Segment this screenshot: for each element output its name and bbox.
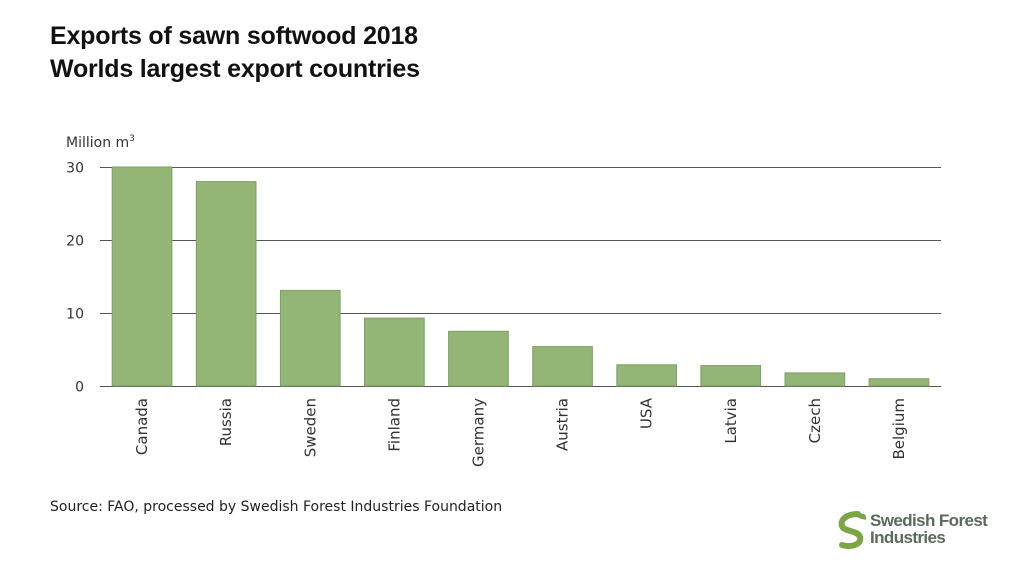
x-tick-label-finland: Finland: [385, 398, 403, 452]
swedish-forest-industries-logo: Swedish Forest Industries: [836, 510, 996, 552]
x-tick-label-belgium: Belgium: [890, 398, 908, 460]
x-tick-label-usa: USA: [638, 397, 656, 429]
y-tick-label: 0: [75, 380, 84, 396]
logo-line-2: Industries: [870, 528, 946, 547]
bar-russia: [195, 181, 257, 387]
bar-canada: [111, 166, 173, 387]
x-tick-label-germany: Germany: [469, 398, 487, 467]
x-tick-label-czech: Czech: [806, 398, 824, 443]
bar-usa: [616, 364, 677, 387]
logo-line-1: Swedish Forest: [870, 511, 988, 530]
y-tick-label: 10: [66, 307, 84, 323]
y-axis-label-superscript: 3: [129, 134, 135, 144]
x-tick-label-canada: Canada: [133, 398, 151, 455]
title-line-2: Worlds largest export countries: [50, 55, 420, 83]
gridlines: [100, 167, 941, 387]
y-tick-labels: 0 10 20 30: [66, 161, 84, 396]
bar-czech: [784, 372, 846, 387]
bar-finland: [364, 317, 425, 387]
bar-latvia: [700, 365, 762, 387]
y-axis-label-text: Million m: [66, 135, 129, 151]
bar-sweden: [279, 289, 341, 387]
logo-text: Swedish Forest Industries: [870, 511, 988, 547]
x-tick-labels: Canada Russia Sweden Finland Germany Austria U…: [133, 397, 908, 467]
bar-belgium: [868, 378, 930, 387]
chart-title: Exports of sawn softwood 2018 Worlds lar…: [50, 20, 420, 86]
bar-chart: Million m3 0 10 20 30 Canada Russia Sweden Fin…: [66, 134, 941, 467]
title-line-1: Exports of sawn softwood 2018: [50, 22, 418, 50]
y-tick-label: 30: [66, 161, 84, 177]
bar-germany: [448, 330, 509, 387]
x-tick-label-russia: Russia: [217, 398, 235, 446]
source-note: Source: FAO, processed by Swedish Forest…: [50, 499, 503, 515]
leaf-s-icon: [838, 511, 867, 549]
x-tick-label-sweden: Sweden: [301, 398, 319, 457]
bars: [111, 166, 930, 387]
bar-austria: [532, 346, 593, 387]
y-axis-label: Million m3: [66, 134, 135, 151]
y-tick-label: 20: [66, 234, 84, 250]
x-tick-label-austria: Austria: [554, 398, 572, 451]
x-tick-label-latvia: Latvia: [722, 398, 740, 444]
